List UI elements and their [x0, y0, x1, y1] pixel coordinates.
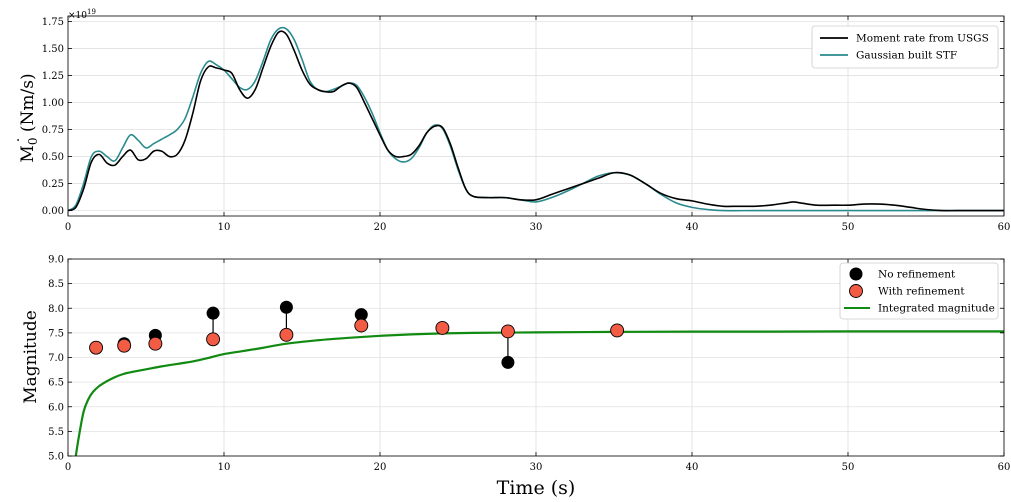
top-ytick-label: 0.25: [42, 179, 64, 190]
top-series: [67, 26, 1004, 212]
magnitude-panel: 0 10 20 30 40 50 60 5.0 5.5 6.0 6.5 7.0 7.5 8.0 8.5 9.0…: [21, 255, 1010, 500]
bottom-xtick-label: 0: [65, 462, 71, 473]
bottom-legend-label: Integrated magnitude: [878, 303, 995, 315]
bottom-xtick-label: 30: [530, 462, 543, 473]
with-refinement-point: [206, 332, 221, 347]
top-xtick-label: 20: [374, 222, 387, 233]
bottom-ytick-label: 6.0: [48, 402, 64, 413]
top-legend-label: Gaussian built STF: [856, 50, 957, 62]
bottom-ytick-label: 6.5: [48, 378, 64, 389]
top-xtick-label: 50: [842, 222, 855, 233]
with-refinement-point: [435, 321, 450, 335]
top-ytick-label: 1.50: [42, 44, 64, 55]
top-ytick-label: 1.25: [42, 71, 64, 82]
bottom-xtick-label: 60: [998, 462, 1011, 473]
with-refinement-point: [610, 323, 625, 338]
bottom-legend-swatch: [849, 267, 863, 281]
top-ytick-label: 0.00: [42, 206, 64, 217]
top-xtick-label: 30: [530, 222, 543, 233]
with-refinement-point: [500, 324, 515, 339]
bottom-ytick-label: 9.0: [48, 255, 64, 266]
bottom-ticks: 0 10 20 30 40 50 60 5.0 5.5 6.0 6.5 7.0 7.5 8.0 8.5 9.0: [48, 255, 1010, 474]
bottom-legend-box: [839, 262, 999, 320]
integrated-magnitude-line: [74, 330, 1004, 457]
top-ticks: 0 10 20 30 40 50 60 0.00 0.25 0.50 0.75 1.00 1.25 1.5…: [42, 16, 1011, 233]
with-refinement-point: [148, 336, 163, 351]
bottom-ytick-label: 8.5: [48, 279, 64, 290]
gaussian-stf-line: [67, 26, 1004, 212]
bottom-legend: No refinement With refinement Integrated m…: [839, 262, 999, 320]
bottom-legend-label: No refinement: [878, 269, 956, 281]
moment-rate-panel: 0 10 20 30 40 50 60 0.00 0.25 0.50 0.75 1.00 1.25 1.5…: [7, 8, 1010, 233]
top-xtick-label: 60: [998, 222, 1011, 233]
bottom-series: [74, 300, 1004, 457]
top-legend: Moment rate from USGS Gaussian built STF: [811, 25, 999, 69]
no-refinement-point: [354, 308, 368, 322]
bottom-ytick-label: 7.0: [48, 353, 64, 364]
top-legend-label: Moment rate from USGS: [856, 33, 989, 45]
top-ytick-label: 1.75: [42, 17, 64, 28]
with-refinement-point: [354, 318, 369, 333]
bottom-ytick-label: 8.0: [48, 304, 64, 315]
bottom-legend-label: With refinement: [878, 286, 965, 298]
top-plot-frame: [67, 15, 1005, 217]
bottom-ytick-label: 5.0: [48, 452, 64, 463]
no-refinement-point: [206, 306, 220, 320]
top-ytick-label: 1.00: [42, 98, 64, 109]
top-ytick-label: 0.75: [42, 125, 64, 136]
top-xtick-label: 40: [686, 222, 699, 233]
top-legend-box: [811, 25, 999, 69]
top-xtick-label: 10: [218, 222, 231, 233]
usgs-moment-rate-line: [67, 30, 1004, 212]
bottom-legend-swatch: [849, 284, 863, 298]
x-axis-label: Time (s): [497, 477, 576, 499]
bottom-xtick-label: 40: [686, 462, 699, 473]
bottom-y-axis-label: Magnitude: [21, 310, 41, 404]
top-y-axis-label: M0 (Nm/s): [18, 73, 40, 162]
bottom-ytick-label: 5.5: [48, 427, 64, 438]
bottom-xtick-label: 10: [218, 462, 231, 473]
bottom-ytick-label: 7.5: [48, 328, 64, 339]
top-xtick-label: 0: [65, 222, 71, 233]
bottom-xtick-label: 20: [374, 462, 387, 473]
with-refinement-point: [279, 327, 294, 342]
top-offset-text: ×1019: [68, 8, 96, 21]
top-ytick-label: 0.50: [42, 152, 64, 163]
with-refinement-point: [89, 340, 104, 355]
no-refinement-point: [279, 300, 293, 314]
bottom-plot-frame: [67, 258, 1005, 457]
with-refinement-point: [117, 338, 132, 353]
top-ylabel-dot: .: [7, 138, 23, 142]
no-refinement-point: [501, 355, 515, 369]
bottom-xtick-label: 50: [842, 462, 855, 473]
